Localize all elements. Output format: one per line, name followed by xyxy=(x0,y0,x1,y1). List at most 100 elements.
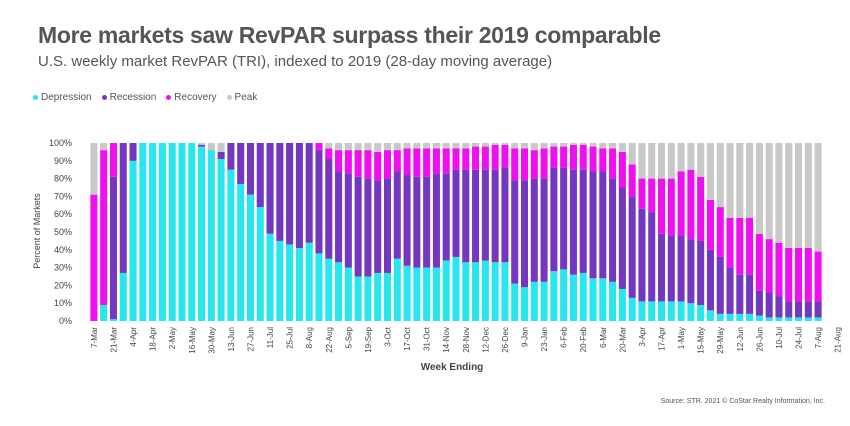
bar-depression-43 xyxy=(511,283,519,321)
bar-depression-19 xyxy=(276,240,284,321)
bar-depression-30 xyxy=(383,272,392,321)
bar-recovery-37 xyxy=(452,148,460,170)
bar-depression-23 xyxy=(315,253,323,321)
bar-peak-68 xyxy=(755,143,763,234)
bar-recovery-72 xyxy=(795,248,803,302)
bar-peak-25 xyxy=(335,143,343,151)
bar-recession-70 xyxy=(775,296,783,318)
bar-peak-58 xyxy=(658,143,666,179)
bar-depression-48 xyxy=(560,269,568,321)
legend-swatch-peak xyxy=(226,95,232,100)
bar-recovery-61 xyxy=(687,169,695,240)
bar-peak-51 xyxy=(589,143,597,147)
bar-recession-48 xyxy=(560,167,568,270)
bar-recession-28 xyxy=(364,178,372,277)
bar-depression-36 xyxy=(442,260,450,321)
bar-depression-61 xyxy=(687,303,695,321)
bar-depression-24 xyxy=(325,258,333,321)
bar-recession-60 xyxy=(677,235,685,302)
legend-swatch-recovery xyxy=(166,95,172,100)
legend-label-depression: Depression xyxy=(41,92,92,103)
bar-depression-34 xyxy=(423,267,431,321)
y-tick-label: 70% xyxy=(54,191,72,201)
bar-recovery-45 xyxy=(530,150,538,179)
y-tick-label: 10% xyxy=(54,298,72,308)
x-tick-label: 11-Jul xyxy=(266,327,275,348)
bar-recovery-50 xyxy=(579,144,587,170)
bar-peak-40 xyxy=(481,143,489,147)
bar-recovery-63 xyxy=(706,199,714,250)
bar-recession-34 xyxy=(423,176,431,268)
bar-peak-43 xyxy=(511,143,519,149)
bar-depression-45 xyxy=(530,281,538,321)
bar-depression-2 xyxy=(109,319,117,321)
bar-depression-31 xyxy=(393,258,401,321)
bar-depression-29 xyxy=(374,272,382,321)
legend-item-recession: Recession xyxy=(101,92,156,103)
bar-depression-25 xyxy=(335,262,343,321)
bar-depression-44 xyxy=(520,287,529,321)
y-tick-label: 0% xyxy=(59,316,72,326)
bar-peak-54 xyxy=(618,143,626,152)
bar-depression-37 xyxy=(452,256,460,321)
x-tick-label: 2-May xyxy=(168,327,177,349)
bar-peak-73 xyxy=(804,143,812,249)
y-tick-label: 80% xyxy=(54,174,72,184)
bar-recession-50 xyxy=(579,169,587,273)
bar-recession-43 xyxy=(511,180,519,284)
bar-recovery-46 xyxy=(540,148,548,179)
bar-recession-26 xyxy=(344,173,352,268)
bar-recession-64 xyxy=(716,256,724,314)
legend-item-depression: Depression xyxy=(33,92,92,103)
bar-peak-37 xyxy=(452,143,460,149)
bar-recession-38 xyxy=(462,169,470,263)
bar-depression-70 xyxy=(775,317,783,321)
bar-peak-48 xyxy=(560,143,568,147)
bar-recession-54 xyxy=(618,187,626,289)
bar-recovery-56 xyxy=(638,178,646,209)
bar-recovery-44 xyxy=(520,148,529,181)
bar-depression-32 xyxy=(403,265,411,321)
bar-peak-26 xyxy=(344,143,352,151)
x-tick-label: 30-May xyxy=(207,327,216,354)
bar-recovery-31 xyxy=(393,150,401,172)
bar-depression-26 xyxy=(344,267,352,321)
bar-peak-42 xyxy=(501,143,509,145)
bar-recession-71 xyxy=(785,301,793,318)
bar-peak-12 xyxy=(207,143,215,151)
bar-peak-34 xyxy=(423,143,431,149)
bar-depression-57 xyxy=(648,301,656,321)
x-tick-label: 14-Nov xyxy=(442,327,451,353)
bar-depression-28 xyxy=(364,276,372,321)
bar-depression-1 xyxy=(100,304,108,321)
bar-recession-67 xyxy=(746,274,754,314)
bar-peak-60 xyxy=(677,143,685,172)
bar-recession-3 xyxy=(119,143,127,273)
bar-peak-63 xyxy=(706,143,714,200)
bar-recovery-27 xyxy=(354,150,362,177)
bar-recovery-32 xyxy=(403,148,411,176)
bar-peak-64 xyxy=(716,143,724,208)
bar-depression-7 xyxy=(158,143,166,321)
x-tick-label: 6-Feb xyxy=(560,326,569,347)
bar-depression-62 xyxy=(697,304,705,321)
x-tick-label: 7-Mar xyxy=(90,327,99,348)
bar-recession-35 xyxy=(432,173,440,268)
bar-peak-74 xyxy=(814,143,822,252)
bar-recession-30 xyxy=(383,178,392,273)
bar-recession-27 xyxy=(354,176,362,277)
bar-depression-56 xyxy=(638,301,646,321)
bar-recession-13 xyxy=(217,151,225,160)
bar-recovery-67 xyxy=(746,217,754,275)
bar-recovery-53 xyxy=(609,148,617,179)
bar-recession-21 xyxy=(295,143,303,249)
x-tick-label: 9-Jan xyxy=(521,327,530,347)
bar-recovery-35 xyxy=(432,148,440,174)
bars-group xyxy=(90,143,822,321)
y-tick-label: 50% xyxy=(54,227,72,237)
bar-depression-64 xyxy=(716,313,724,321)
bar-peak-31 xyxy=(393,143,401,151)
bar-depression-51 xyxy=(589,278,597,321)
bar-peak-32 xyxy=(403,143,411,149)
